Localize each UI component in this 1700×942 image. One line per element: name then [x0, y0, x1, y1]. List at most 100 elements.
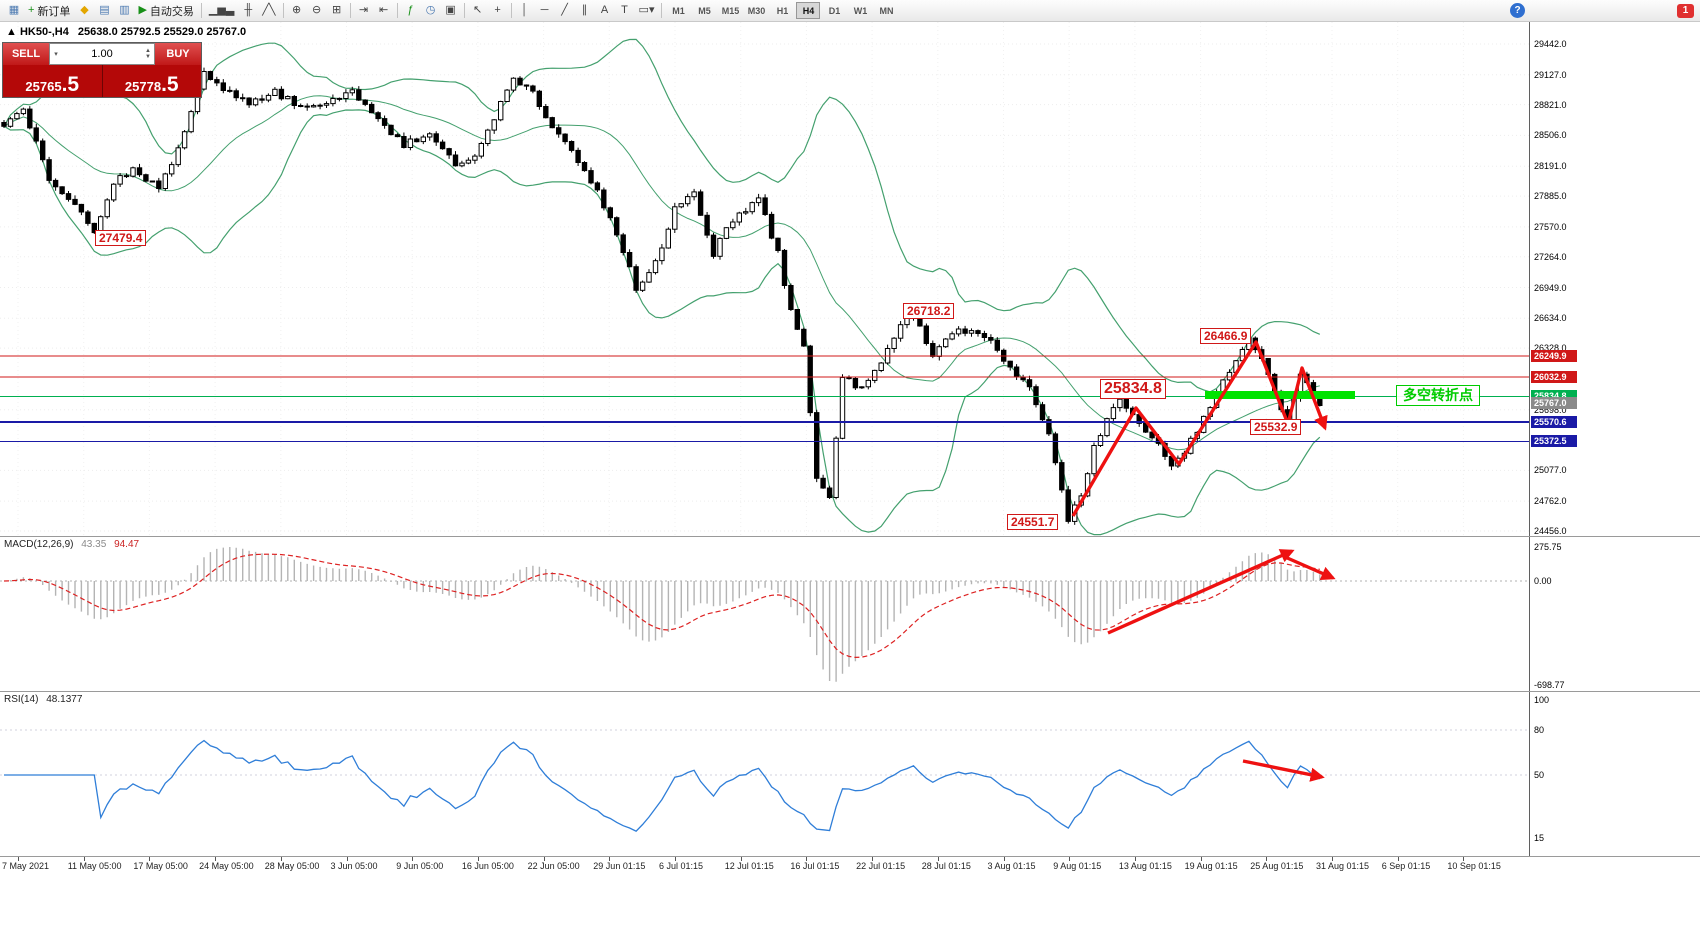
- sell-price-main: 25765: [25, 79, 62, 94]
- price-axis-label: 26949.0: [1534, 282, 1567, 293]
- price-axis[interactable]: 29442.0 29127.0 28821.0 28506.0 28191.0 27885…: [1529, 22, 1700, 856]
- timeframe-M15-button[interactable]: M15: [721, 5, 740, 16]
- rsi-axis-label: 100: [1534, 695, 1550, 705]
- macd-signal-value: 94.47: [114, 539, 140, 550]
- toolbar-auto-scroll-button[interactable]: ⇥: [354, 2, 374, 20]
- time-axis-label: 9 Jun 05:00: [396, 861, 444, 871]
- vertical-line-icon: │: [521, 4, 528, 16]
- timeframe-M30-button[interactable]: M30: [747, 5, 766, 16]
- timeframe-H1-button[interactable]: H1: [776, 5, 789, 16]
- time-axis-label: 16 Jul 01:15: [790, 861, 840, 871]
- time-axis-label: 9 Aug 01:15: [1053, 861, 1102, 871]
- channel-icon: ∥: [581, 4, 588, 16]
- price-axis-label: 26328.0: [1534, 343, 1567, 354]
- sell-button[interactable]: SELL: [3, 43, 49, 65]
- volume-dropdown-icon[interactable]: ▾: [54, 51, 58, 58]
- timeframe-MN-button[interactable]: MN: [879, 5, 894, 16]
- trend-arrow[interactable]: [1284, 555, 1336, 580]
- toolbar-zoom-in-button[interactable]: ⊕: [287, 2, 307, 20]
- toolbar-text-button[interactable]: A: [595, 2, 615, 20]
- volume-input[interactable]: ▾ 1.00 ▲ ▼: [49, 43, 155, 65]
- toolbar-tile-windows-button[interactable]: ⊞: [327, 2, 347, 20]
- time-axis-tick: [609, 857, 611, 861]
- toolbar-trendline-button[interactable]: ╱: [555, 2, 575, 20]
- time-axis-tick: [215, 857, 217, 861]
- sell-price[interactable]: 25765 .5: [3, 65, 103, 97]
- toolbar-periods-button[interactable]: ◷: [421, 2, 441, 20]
- toolbar-crosshair-button[interactable]: +: [488, 2, 508, 20]
- trend-arrow[interactable]: [1242, 759, 1325, 782]
- time-axis-label: 29 Jun 01:15: [593, 861, 646, 871]
- toolbar-zoom-out-button[interactable]: ⊖: [307, 2, 327, 20]
- support-zone-highlight[interactable]: [1205, 391, 1355, 399]
- macd-chart[interactable]: [0, 537, 1529, 691]
- toolbar-chart-shift-button[interactable]: ⇤: [374, 2, 394, 20]
- notification-badge[interactable]: 1: [1677, 3, 1694, 18]
- time-axis-tick: [83, 857, 85, 861]
- toolbar-new-chart-button[interactable]: ▦: [4, 2, 24, 20]
- toolbar-horizontal-line-button[interactable]: ─: [535, 2, 555, 20]
- periods-icon: ◷: [425, 4, 436, 16]
- horizontal-lines[interactable]: [0, 355, 1529, 442]
- zoom-in-icon: ⊕: [291, 4, 302, 16]
- time-axis-label: 24 May 05:00: [199, 861, 254, 871]
- time-axis-label: 22 Jul 01:15: [856, 861, 906, 871]
- macd-panel[interactable]: MACD(12,26,9) 43.35 94.47: [0, 537, 1529, 691]
- rsi-timeaxis-splitter[interactable]: [0, 856, 1700, 857]
- toolbar-separator: [200, 3, 202, 18]
- time-axis-tick: [346, 857, 348, 861]
- toolbar-data-window-button[interactable]: ▥: [114, 2, 134, 20]
- buy-button[interactable]: BUY: [155, 43, 201, 65]
- timeframe-H4-button[interactable]: H4: [796, 2, 821, 19]
- time-axis-tick: [280, 857, 282, 861]
- timeframe-M1-button[interactable]: M1: [672, 5, 685, 16]
- label-icon: T: [621, 4, 628, 16]
- rsi-panel[interactable]: RSI(14) 48.1377: [0, 692, 1529, 856]
- one-click-trading-widget: SELL ▾ 1.00 ▲ ▼ BUY 25765 .5 25778: [2, 42, 202, 98]
- toolbar-indicators-button[interactable]: ƒ: [401, 2, 421, 20]
- rsi-chart[interactable]: [0, 692, 1529, 856]
- volume-stepper[interactable]: ▲ ▼: [142, 48, 154, 60]
- volume-value[interactable]: 1.00: [91, 48, 113, 60]
- toolbar-separator: [396, 3, 398, 18]
- toolbar-line-chart-button[interactable]: ╱╲: [258, 2, 279, 20]
- market-watch-icon: ▤: [99, 4, 110, 16]
- toolbar-cursor-button[interactable]: ↖: [468, 2, 488, 20]
- chart-macd-splitter[interactable]: [0, 536, 1700, 537]
- toolbar-templates-button[interactable]: ▣: [441, 2, 461, 20]
- timeframe-D1-button[interactable]: D1: [828, 5, 841, 16]
- help-icon[interactable]: ?: [1510, 3, 1525, 18]
- toolbar-candlestick-chart-button[interactable]: ╫: [238, 2, 258, 20]
- toolbar-new-order-button[interactable]: + 新订单: [24, 2, 74, 20]
- ohlc-values: 25638.0 25792.5 25529.0 25767.0: [77, 26, 247, 38]
- macd-rsi-splitter[interactable]: [0, 691, 1700, 692]
- toolbar-shapes-button[interactable]: ▭▾: [635, 2, 659, 20]
- line-chart-icon: ╱╲: [262, 4, 276, 16]
- timeframe-M5-button[interactable]: M5: [698, 5, 711, 16]
- toolbar-mql5-community-button[interactable]: ◆: [74, 2, 94, 20]
- main-chart-panel[interactable]: 27479.4 26718.2 26466.9 25834.8 25532.9 24551…: [0, 22, 1529, 536]
- time-axis-label: 7 May 2021: [2, 861, 50, 871]
- toolbar-auto-trading-button[interactable]: ▶ 自动交易: [134, 2, 197, 20]
- candlestick-chart[interactable]: [0, 22, 1529, 536]
- trendline-icon: ╱: [561, 4, 568, 16]
- price-axis-label: 28191.0: [1534, 161, 1567, 172]
- buy-price[interactable]: 25778 .5: [102, 65, 201, 97]
- volume-up-icon[interactable]: ▲: [145, 48, 151, 54]
- toolbar-vertical-line-button[interactable]: │: [515, 2, 535, 20]
- time-axis-label: 6 Jul 01:15: [659, 861, 704, 871]
- timeframe-W1-button[interactable]: W1: [853, 5, 868, 16]
- macd-axis-label: 0.00: [1534, 576, 1552, 586]
- trend-arrow[interactable]: [1071, 340, 1328, 517]
- time-axis-label: 3 Aug 01:15: [987, 861, 1036, 871]
- volume-down-icon[interactable]: ▼: [145, 54, 151, 60]
- toolbar-bar-chart-button[interactable]: ▁▅▃: [205, 2, 238, 20]
- toolbar-market-watch-button[interactable]: ▤: [94, 2, 114, 20]
- trend-arrow[interactable]: [1107, 549, 1295, 635]
- toolbar-label-button[interactable]: T: [615, 2, 635, 20]
- shapes-icon: ▭▾: [638, 4, 655, 16]
- time-axis[interactable]: 7 May 2021 11 May 05:00 17 May 05:00 24 May…: [0, 857, 1700, 879]
- toolbar-channel-button[interactable]: ∥: [575, 2, 595, 20]
- time-axis-tick: [1266, 857, 1268, 861]
